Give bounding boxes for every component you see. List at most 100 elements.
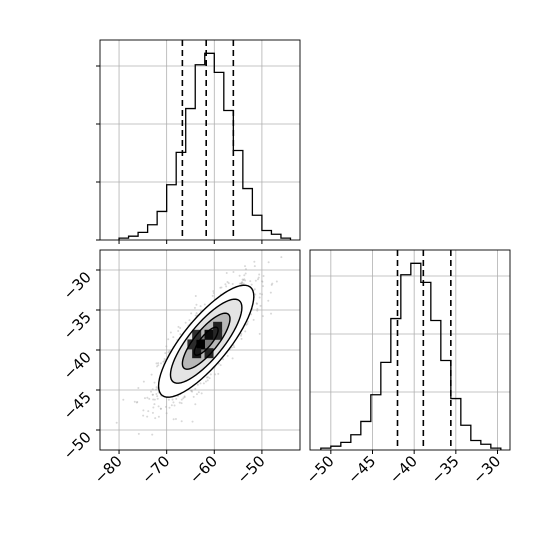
scatter-point: [199, 382, 202, 385]
scatter-point: [159, 407, 162, 410]
scatter-point: [253, 260, 256, 263]
scatter-point: [167, 398, 170, 401]
scatter-point: [256, 307, 259, 310]
density-cell: [213, 321, 223, 332]
scatter-point: [142, 380, 145, 383]
scatter-point: [240, 282, 243, 285]
scatter-point: [135, 401, 138, 404]
histogram-bar: [233, 150, 243, 240]
scatter-point: [253, 265, 256, 268]
y-tick-label: −35: [60, 308, 95, 343]
scatter-point: [259, 292, 262, 295]
scatter-point: [163, 358, 166, 361]
joint-density-panel: −80 −70 −60 −50 −30 −35 −40 −45 −50: [60, 249, 301, 487]
scatter-point: [203, 303, 206, 306]
scatter-point: [156, 387, 159, 390]
histogram-step-line: [118, 52, 292, 240]
scatter-point: [270, 283, 273, 286]
scatter-point: [163, 359, 166, 362]
scatter-point: [192, 395, 195, 398]
scatter-point: [155, 386, 158, 389]
scatter-point: [122, 398, 125, 401]
scatter-point: [159, 407, 162, 410]
scatter-point: [137, 387, 140, 390]
scatter-point: [151, 433, 154, 436]
scatter-point: [224, 283, 227, 286]
histogram-bar: [176, 152, 186, 240]
scatter-point: [262, 274, 265, 277]
scatter-point: [168, 406, 171, 409]
scatter-point: [245, 323, 248, 326]
scatter-point: [214, 373, 217, 376]
scatter-point: [157, 364, 160, 367]
scatter-point: [222, 358, 225, 361]
histogram-bar: [243, 189, 253, 240]
scatter-point: [249, 280, 252, 283]
scatter-point: [178, 401, 181, 404]
x-tick-label: −40: [386, 452, 421, 487]
scatter-point: [255, 302, 258, 305]
histogram-bar: [262, 230, 272, 240]
scatter-point: [241, 281, 244, 284]
scatter-point: [194, 314, 197, 317]
contour-line: [193, 326, 219, 356]
scatter-point: [253, 288, 256, 291]
scatter-point: [244, 330, 247, 333]
histogram-bar: [431, 320, 441, 450]
x-tick-label: −80: [91, 452, 126, 487]
scatter-point: [191, 420, 194, 423]
scatter-point: [226, 354, 229, 357]
scatter-point: [238, 282, 241, 285]
scatter-point: [240, 334, 243, 337]
scatter-point: [190, 389, 193, 392]
scatter-point: [169, 331, 172, 334]
histogram-bar: [138, 232, 148, 240]
scatter-point: [226, 281, 229, 284]
scatter-point: [193, 306, 196, 309]
histogram-step-line: [320, 262, 502, 450]
histogram-bar: [214, 72, 224, 240]
scatter-point: [151, 388, 154, 391]
x-tick-label: −60: [186, 452, 221, 487]
scatter-point: [250, 313, 253, 316]
scatter-point: [157, 405, 160, 408]
scatter-point: [219, 286, 222, 289]
scatter-point: [165, 345, 168, 348]
scatter-point: [146, 396, 149, 399]
scatter-point: [179, 326, 182, 329]
histogram-bar: [421, 282, 431, 450]
scatter-point: [238, 274, 241, 277]
scatter-point: [258, 273, 261, 276]
scatter-point: [261, 293, 264, 296]
scatter-point: [195, 312, 198, 315]
scatter-point: [243, 274, 246, 277]
scatter-point: [271, 282, 274, 285]
scatter-point: [244, 279, 247, 282]
scatter-point: [175, 397, 178, 400]
scatter-point: [232, 270, 235, 273]
histogram-bar: [441, 360, 451, 450]
scatter-point: [182, 397, 185, 400]
scatter-point: [137, 432, 140, 435]
x-tick-label: −50: [234, 452, 269, 487]
scatter-point: [225, 271, 228, 274]
scatter-point: [183, 396, 186, 399]
scatter-point: [204, 380, 207, 383]
scatter-point: [155, 392, 158, 395]
scatter-point: [199, 305, 202, 308]
histogram-bar: [252, 215, 262, 240]
histogram-bar: [271, 234, 281, 240]
scatter-point: [180, 420, 183, 423]
histogram-bar: [148, 225, 158, 240]
scatter-point: [171, 398, 174, 401]
histogram-bar: [461, 425, 471, 450]
x-tick-label: −45: [344, 452, 379, 487]
scatter-point: [206, 379, 209, 382]
scatter-point: [194, 387, 197, 390]
scatter-point: [199, 309, 202, 312]
scatter-point: [146, 415, 149, 418]
scatter-point: [225, 285, 228, 288]
scatter-point: [168, 350, 171, 353]
scatter-point: [255, 302, 258, 305]
y-tick-label: −50: [60, 428, 95, 463]
